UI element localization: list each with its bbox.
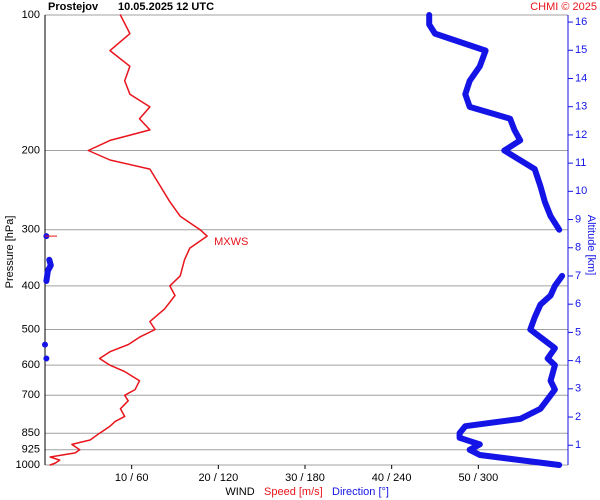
y-tick-label: 600: [22, 359, 40, 371]
y2-tick-label: 16: [575, 16, 587, 28]
y2-tick-label: 10: [575, 185, 587, 197]
credit: CHMI © 2025: [530, 1, 597, 13]
y-tick-label: 200: [22, 144, 40, 156]
y-tick-label: 850: [22, 427, 40, 439]
y2-tick-label: 5: [575, 326, 581, 338]
profile-line: [49, 14, 208, 466]
y2-tick-label: 3: [575, 383, 581, 395]
x-tick-label: 50 / 300: [458, 472, 498, 484]
y2-tick-label: 2: [575, 411, 581, 423]
y-tick-label: 500: [22, 323, 40, 335]
x-tick-label: 20 / 120: [198, 472, 238, 484]
y2-tick-label: 15: [575, 44, 587, 56]
y2-tick-label: 11: [575, 157, 586, 169]
legend-speed: Speed [m/s]: [264, 486, 323, 498]
x-axis-label: WIND: [225, 486, 254, 498]
y2-tick-label: 13: [575, 101, 587, 113]
x-tick-label: 30 / 180: [285, 472, 325, 484]
y2-tick-label: 7: [575, 270, 581, 282]
y2-tick-label: 8: [575, 242, 581, 254]
y-tick-label: 1000: [16, 459, 40, 471]
y-axis-label: Pressure [hPa]: [4, 216, 16, 289]
y2-axis-label: Altitude [km]: [585, 215, 597, 276]
y2-tick-label: 4: [575, 355, 581, 367]
y2-tick-label: 1: [575, 439, 581, 451]
y-tick-label: 400: [22, 280, 40, 292]
chart-subtitle: 10.05.2025 12 UTC: [118, 1, 214, 13]
y-tick-label: 700: [22, 389, 40, 401]
y2-tick-label: 14: [575, 72, 587, 84]
chart-title: Prostejov: [48, 1, 99, 13]
y-tick-label: 300: [22, 224, 40, 236]
x-tick-label: 40 / 240: [372, 472, 412, 484]
y-tick-label: 925: [22, 444, 40, 456]
y-tick-label: 100: [22, 9, 40, 21]
y2-tick-label: 6: [575, 298, 581, 310]
profile-line: [42, 12, 566, 468]
y2-tick-label: 9: [575, 213, 581, 225]
annotation: MXWS: [214, 236, 248, 248]
legend-direction: Direction [°]: [332, 486, 389, 498]
x-tick-label: 10 / 60: [115, 472, 149, 484]
y2-tick-label: 12: [575, 129, 587, 141]
